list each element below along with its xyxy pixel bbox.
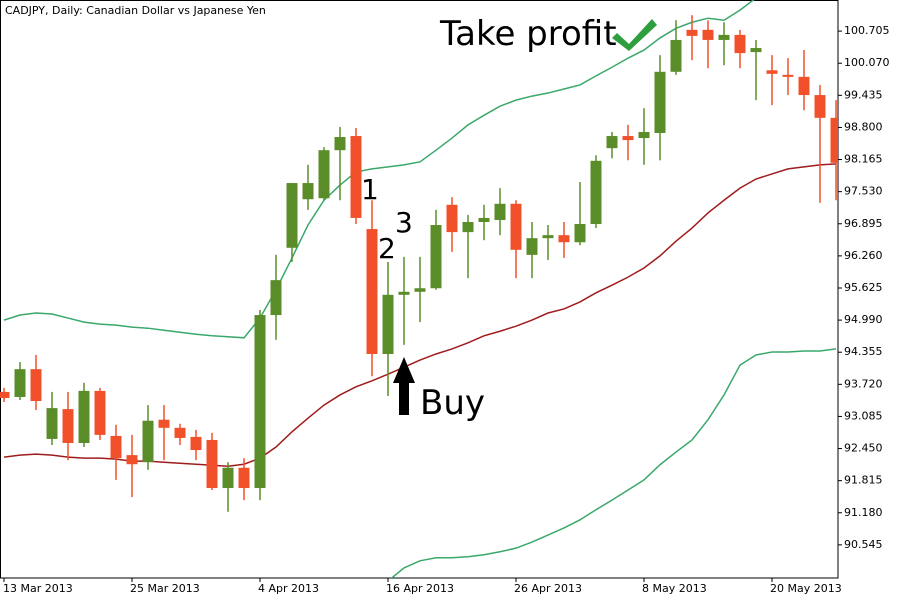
candle-body — [110, 435, 122, 459]
candle-body — [654, 71, 666, 133]
candle-body — [142, 420, 154, 463]
candle-body — [510, 203, 522, 250]
candle-body — [0, 391, 10, 398]
candle-body — [718, 34, 730, 40]
candle-body — [206, 439, 218, 488]
candle-body — [638, 131, 650, 139]
candles — [0, 15, 838, 512]
candle-body — [366, 229, 378, 354]
candle-body — [190, 436, 202, 451]
y-tick-label: 91.815 — [844, 474, 883, 487]
candle-body — [702, 29, 714, 40]
y-tick-label: 95.625 — [844, 281, 883, 294]
candle-body — [126, 455, 138, 465]
candle-body — [606, 136, 618, 149]
candle-body — [766, 70, 778, 74]
x-tick-label: 16 Apr 2013 — [386, 582, 454, 595]
candle-body — [622, 136, 634, 141]
candle-body — [830, 117, 838, 163]
y-tick-label: 99.435 — [844, 88, 883, 101]
annotation: 3 — [395, 206, 413, 239]
candle-body — [670, 39, 682, 72]
y-tick-label: 96.260 — [844, 249, 883, 262]
x-tick-label: 4 Apr 2013 — [258, 582, 319, 595]
annotation: Take profit — [439, 14, 617, 54]
candle-body — [782, 74, 794, 77]
y-tick-label: 92.450 — [844, 442, 883, 455]
candle-body — [286, 183, 298, 248]
y-tick-label: 93.085 — [844, 409, 883, 422]
x-tick-label: 8 May 2013 — [642, 582, 707, 595]
band-line — [390, 348, 837, 578]
candle-body — [270, 280, 282, 316]
candle-body — [398, 291, 410, 295]
candle-body — [46, 408, 58, 439]
candle-body — [334, 137, 346, 151]
candle-body — [174, 427, 186, 438]
candle-body — [574, 224, 586, 243]
candle-body — [238, 467, 250, 488]
candle-body — [798, 76, 810, 96]
y-tick-label: 100.705 — [844, 24, 890, 37]
annotation: 2 — [378, 232, 396, 265]
candle-body — [750, 48, 762, 53]
y-tick-label: 94.990 — [844, 313, 883, 326]
candle-body — [318, 150, 330, 199]
candle-body — [350, 136, 362, 218]
candle-body — [462, 221, 474, 233]
x-tick-label: 26 Apr 2013 — [514, 582, 582, 595]
x-tick-label: 20 May 2013 — [770, 582, 842, 595]
y-tick-label: 97.530 — [844, 185, 883, 198]
candle-body — [14, 369, 26, 397]
x-tick-label: 13 Mar 2013 — [3, 582, 73, 595]
candle-body — [302, 183, 314, 200]
y-tick-label: 91.180 — [844, 506, 883, 519]
candle-body — [494, 203, 506, 220]
candle-body — [558, 235, 570, 243]
candle-body — [222, 467, 234, 488]
candle-body — [158, 419, 170, 428]
candle-body — [446, 204, 458, 233]
annotation: 1 — [361, 173, 379, 206]
y-tick-label: 90.545 — [844, 538, 883, 551]
candle-body — [542, 235, 554, 239]
y-tick-label: 98.800 — [844, 120, 883, 133]
annotation: Buy — [420, 383, 485, 423]
candle-body — [62, 409, 74, 443]
candle-body — [382, 294, 394, 354]
candle-body — [254, 315, 266, 488]
candle-body — [814, 95, 826, 118]
check-icon — [612, 19, 657, 51]
y-tick-label: 98.165 — [844, 153, 883, 166]
band-line — [3, 0, 755, 339]
candle-body — [414, 288, 426, 292]
y-tick-label: 100.070 — [844, 56, 890, 69]
candle-body — [478, 217, 490, 222]
candle-body — [78, 390, 90, 443]
candle-body — [734, 34, 746, 54]
candle-body — [94, 390, 106, 435]
candle-body — [526, 238, 538, 255]
y-tick-label: 94.355 — [844, 345, 883, 358]
candle-body — [686, 29, 698, 36]
y-tick-label: 96.895 — [844, 217, 883, 230]
buy-arrow — [393, 357, 415, 415]
candle-body — [590, 160, 602, 225]
candle-body — [430, 225, 442, 289]
y-tick-label: 93.720 — [844, 377, 883, 390]
candle-body — [30, 369, 42, 402]
x-tick-label: 25 Mar 2013 — [130, 582, 200, 595]
chart-title: CADJPY, Daily: Canadian Dollar vs Japane… — [5, 4, 266, 17]
